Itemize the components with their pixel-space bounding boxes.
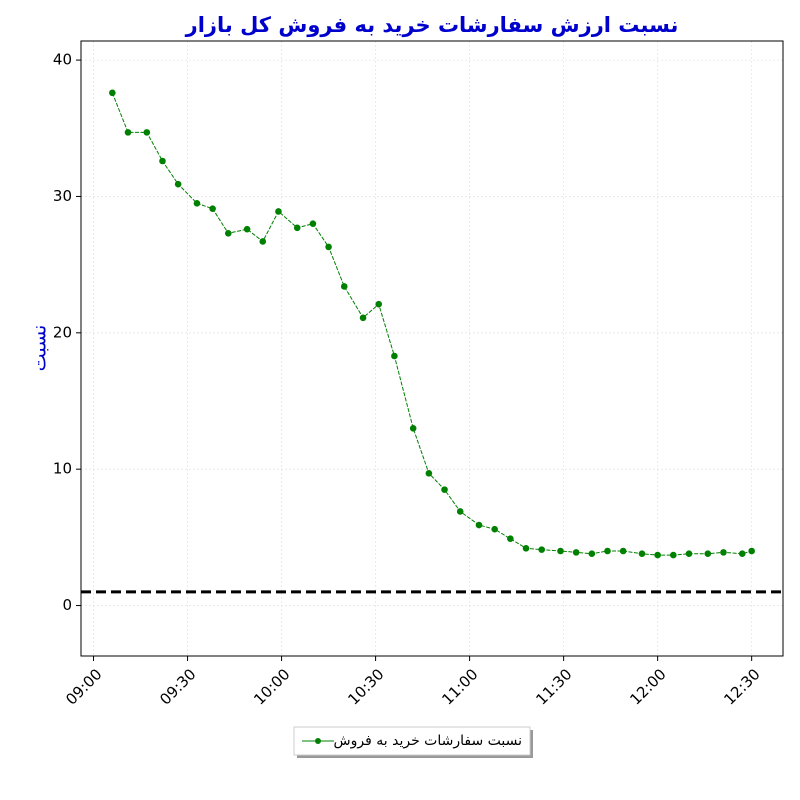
data-point [685, 550, 693, 558]
y-tick-label: 30 [53, 187, 72, 205]
data-point [159, 157, 166, 165]
legend-marker [315, 738, 321, 744]
y-axis-label: نسبت [29, 325, 51, 372]
data-point [475, 521, 483, 529]
data-point [441, 486, 448, 493]
y-tick-label: 0 [62, 596, 72, 614]
x-tick-label: 11:00 [438, 665, 481, 708]
data-point [572, 549, 580, 556]
data-line [111, 92, 752, 556]
data-point [293, 224, 301, 232]
data-point [209, 205, 216, 213]
data-point [638, 550, 646, 558]
data-point [507, 535, 514, 543]
data-point [309, 220, 317, 228]
data-point [670, 551, 677, 559]
data-point [174, 180, 182, 188]
data-point [588, 550, 596, 558]
data-point [409, 424, 417, 432]
x-tick-label: 12:00 [626, 665, 669, 708]
x-tick-label: 12:30 [720, 665, 763, 708]
x-tick-label: 09:00 [62, 665, 105, 708]
plot-frame [80, 40, 784, 657]
data-point [359, 314, 367, 322]
data-point [538, 546, 545, 553]
data-point [143, 129, 151, 136]
data-point [124, 129, 132, 136]
data-point [375, 300, 383, 308]
data-point [738, 550, 746, 558]
data-point [557, 547, 564, 555]
data-point [704, 550, 712, 558]
data-point [325, 243, 332, 251]
data-point [275, 208, 282, 215]
data-point [193, 199, 201, 207]
data-point [391, 352, 398, 360]
chart-title: نسبت ارزش سفارشات خرید به فروش کل بازار [185, 13, 679, 37]
data-point [720, 549, 727, 556]
y-tick-label: 10 [53, 460, 72, 478]
data-point [654, 551, 661, 559]
data-point [243, 225, 251, 233]
data-point [604, 547, 611, 555]
x-tick-label: 10:30 [344, 665, 387, 708]
data-point [522, 544, 530, 552]
data-point [491, 525, 498, 533]
data-point [109, 89, 116, 97]
legend-label: نسبت سفارشات خرید به فروش [334, 733, 522, 749]
data-point [340, 283, 348, 290]
x-tick-label: 11:30 [532, 665, 575, 708]
data-point [224, 229, 232, 237]
data-point [748, 547, 755, 555]
data-point [619, 547, 627, 555]
x-tick-label: 10:00 [250, 665, 293, 708]
data-point [425, 469, 433, 477]
y-tick-label: 20 [53, 323, 72, 341]
y-tick-label: 40 [53, 51, 72, 69]
data-point [259, 238, 267, 245]
data-point [456, 508, 464, 515]
x-tick-label: 09:30 [156, 665, 199, 708]
